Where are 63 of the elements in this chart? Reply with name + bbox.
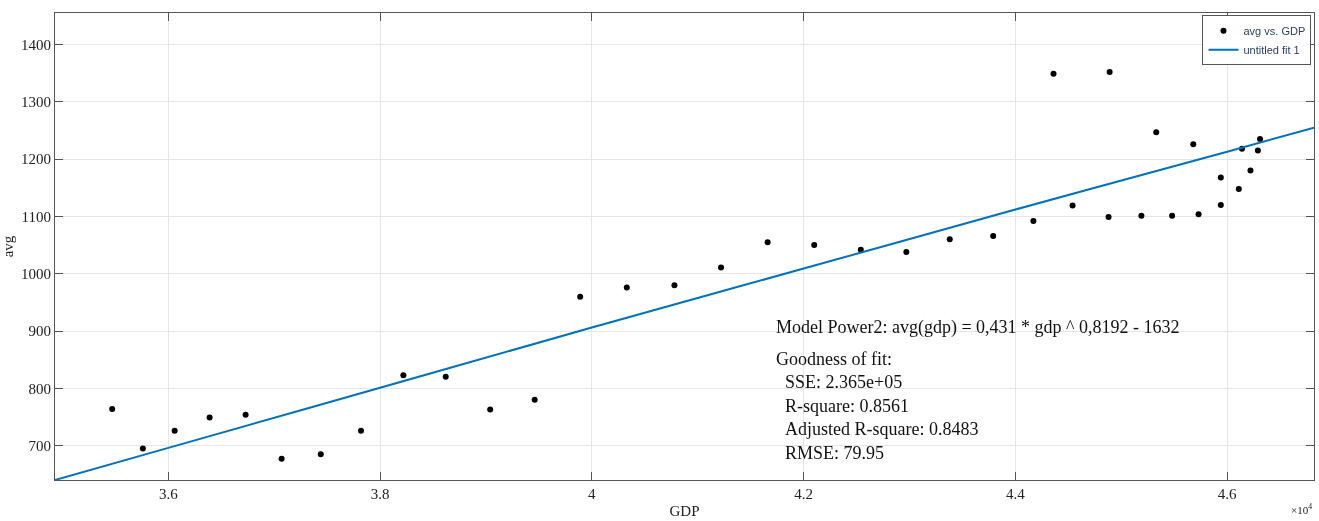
point (1169, 212, 1176, 219)
point (400, 372, 407, 379)
point (1217, 174, 1224, 181)
point (358, 427, 365, 434)
annotation: Adjusted R-square: 0.8483 (776, 419, 979, 440)
point (671, 282, 678, 289)
point (1195, 211, 1202, 218)
point (139, 445, 146, 452)
point (718, 264, 725, 271)
annotation: R-square: 0.8561 (776, 395, 909, 416)
x-tick-label: 4.4 (1006, 486, 1026, 502)
x-tick-label: 4.6 (1217, 486, 1238, 502)
legend-label: avg vs. GDP (1243, 25, 1306, 38)
y-tick-label: 800 (28, 380, 51, 397)
point (1217, 201, 1224, 208)
point (487, 406, 494, 413)
point (206, 414, 213, 421)
point (1105, 213, 1112, 220)
x-tick-label: 3.8 (370, 486, 390, 502)
point (1235, 185, 1242, 192)
annotation: SSE: 2.365e+05 (776, 372, 903, 393)
point (811, 242, 818, 249)
point (1030, 218, 1037, 224)
annotation: RMSE: 79.95 (776, 442, 885, 463)
point (990, 232, 997, 239)
point (1247, 167, 1254, 174)
point (171, 427, 178, 434)
y-axis-title: avg (0, 235, 16, 258)
point (317, 451, 324, 458)
x-axis-title: GDP (669, 503, 700, 519)
y-tick-label: 1200 (21, 151, 51, 168)
y-tick-label: 1000 (21, 265, 51, 282)
y-tick-label: 1100 (21, 208, 51, 225)
annotation: Model Power2: avg(gdp) = 0,431 * gdp ^ 0,8192 - 1632 (776, 317, 1180, 338)
point (1190, 141, 1197, 148)
point (109, 405, 116, 412)
line-series (55, 126, 1314, 480)
text: ×10$^{4}$ (1291, 502, 1313, 516)
point (1050, 70, 1057, 77)
point (946, 236, 953, 243)
point (531, 396, 538, 403)
point (1138, 212, 1145, 219)
y-tick-label: 1400 (21, 36, 51, 53)
point (1069, 202, 1076, 209)
point (764, 239, 771, 246)
point (577, 293, 584, 300)
point (1153, 129, 1160, 136)
point (1257, 136, 1263, 143)
point (903, 248, 910, 255)
legend-label: untitled fit 1 (1243, 44, 1300, 57)
x-tick-label: 4 (588, 486, 597, 502)
y-tick-label: 1300 (21, 94, 51, 111)
point (623, 284, 630, 291)
point (442, 373, 449, 380)
y-tick-label: 900 (28, 323, 51, 340)
y-tick-label: 700 (28, 437, 51, 454)
point (1254, 147, 1261, 154)
annotation: Goodness of fit: (776, 349, 892, 369)
point (1106, 69, 1113, 76)
x-tick-label: 4.2 (794, 486, 813, 502)
point (242, 411, 249, 418)
x-tick-label: 3.6 (158, 486, 179, 502)
point (278, 455, 285, 462)
